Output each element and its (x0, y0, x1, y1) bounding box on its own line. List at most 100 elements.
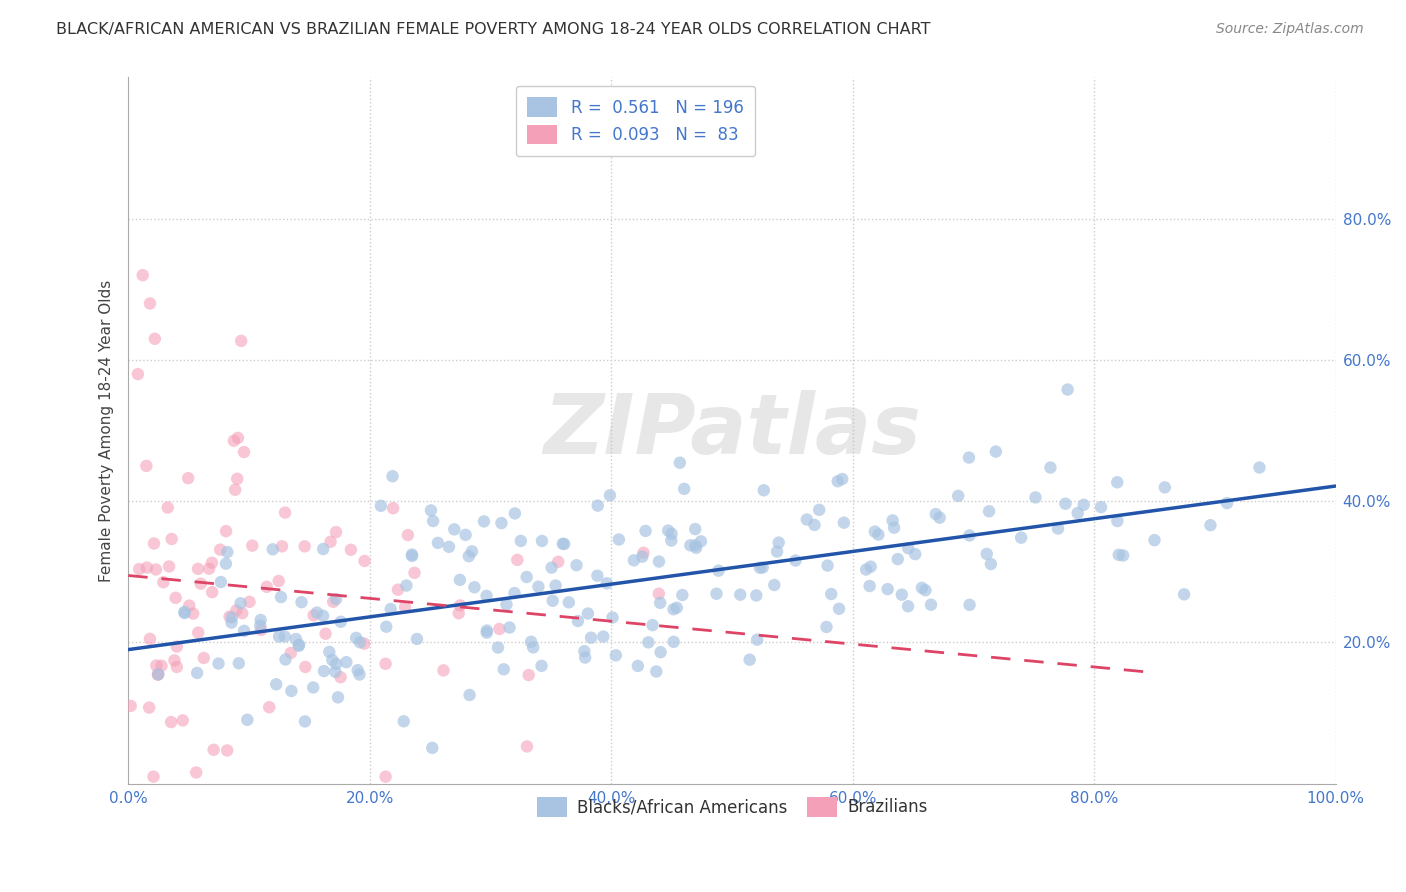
Point (1108, 548, 1130, 562)
Point (495, 598, 517, 612)
Point (449, 573, 471, 587)
Point (498, 621, 520, 635)
Point (396, 528, 419, 542)
Point (401, 548, 423, 562)
Y-axis label: Female Poverty Among 18-24 Year Olds: Female Poverty Among 18-24 Year Olds (100, 279, 114, 582)
Point (222, 434, 245, 448)
Point (1054, 497, 1077, 511)
Point (128, 562, 150, 576)
Point (290, 595, 312, 609)
Point (294, 714, 316, 729)
Point (139, 632, 162, 646)
Point (827, 475, 849, 489)
Point (828, 601, 851, 615)
Point (145, 658, 167, 673)
Point (820, 587, 842, 601)
Point (370, 499, 392, 513)
Point (648, 587, 671, 601)
Point (547, 555, 569, 569)
Point (231, 606, 253, 620)
Point (472, 515, 495, 529)
Point (679, 538, 702, 552)
Point (454, 528, 477, 542)
Point (661, 526, 683, 541)
Point (221, 610, 243, 624)
Point (305, 606, 328, 620)
Point (475, 625, 498, 640)
Point (637, 635, 659, 649)
Point (374, 770, 396, 784)
Point (139, 296, 162, 310)
Point (262, 542, 284, 557)
Point (404, 566, 426, 580)
Point (224, 483, 246, 497)
Point (768, 535, 790, 549)
Point (312, 542, 335, 557)
Point (980, 557, 1002, 571)
Point (887, 552, 910, 566)
Point (432, 664, 454, 678)
Point (406, 632, 429, 646)
Point (957, 450, 980, 465)
Point (173, 605, 195, 619)
Point (747, 632, 769, 647)
Point (249, 618, 271, 632)
Point (217, 545, 239, 559)
Point (284, 632, 307, 646)
Point (706, 587, 728, 601)
Point (302, 681, 325, 695)
Point (766, 544, 789, 558)
Point (187, 562, 209, 576)
Point (201, 556, 224, 570)
Point (201, 585, 224, 599)
Point (530, 658, 553, 673)
Point (274, 630, 297, 644)
Point (859, 559, 882, 574)
Point (135, 560, 157, 574)
Point (728, 588, 751, 602)
Point (426, 536, 449, 550)
Point (631, 549, 654, 564)
Point (264, 677, 287, 691)
Point (218, 609, 240, 624)
Point (882, 513, 904, 527)
Point (349, 667, 371, 681)
Point (855, 563, 877, 577)
Text: BLACK/AFRICAN AMERICAN VS BRAZILIAN FEMALE POVERTY AMONG 18-24 YEAR OLDS CORRELA: BLACK/AFRICAN AMERICAN VS BRAZILIAN FEMA… (56, 22, 931, 37)
Point (1024, 491, 1046, 505)
Point (648, 555, 671, 569)
Point (683, 522, 706, 536)
Point (984, 444, 1007, 458)
Point (645, 665, 668, 679)
Point (135, 458, 157, 473)
Point (486, 640, 509, 655)
Point (270, 590, 292, 604)
Point (437, 540, 460, 554)
Point (353, 554, 375, 568)
Point (520, 635, 543, 649)
Text: ZIPatlas: ZIPatlas (543, 390, 921, 471)
Point (492, 662, 515, 676)
Point (831, 472, 853, 486)
Point (422, 514, 444, 528)
Point (1066, 506, 1088, 520)
Point (553, 537, 575, 551)
Point (662, 635, 685, 649)
Point (1073, 498, 1095, 512)
Point (163, 653, 186, 667)
Point (1010, 531, 1032, 545)
Point (325, 592, 347, 607)
Point (401, 549, 423, 563)
Point (226, 472, 249, 486)
Point (685, 541, 707, 555)
Point (274, 506, 297, 520)
Point (623, 553, 645, 567)
Point (148, 667, 170, 681)
Point (883, 521, 905, 535)
Point (544, 578, 567, 592)
Point (152, 575, 174, 590)
Point (236, 713, 259, 727)
Point (633, 546, 655, 560)
Point (145, 562, 167, 576)
Point (177, 471, 200, 485)
